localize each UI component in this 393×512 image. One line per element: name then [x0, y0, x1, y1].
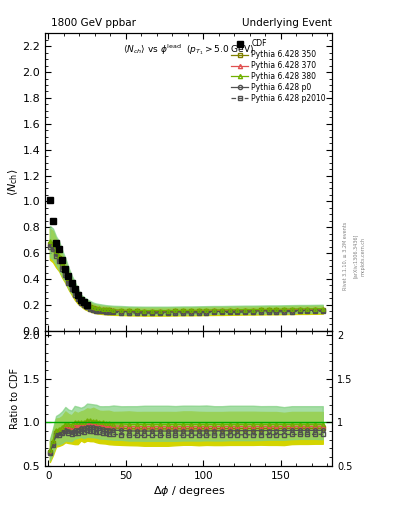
Legend: CDF, Pythia 6.428 350, Pythia 6.428 370, Pythia 6.428 380, Pythia 6.428 p0, Pyth: CDF, Pythia 6.428 350, Pythia 6.428 370,…: [229, 37, 328, 105]
Text: $\langle N_{ch}\rangle$ vs $\phi^{\rm lead}$  ($p_{T_1} > 5.0$ GeV): $\langle N_{ch}\rangle$ vs $\phi^{\rm le…: [123, 42, 254, 57]
Text: mcplots.cern.ch: mcplots.cern.ch: [360, 237, 365, 275]
Text: Underlying Event: Underlying Event: [242, 18, 332, 28]
Y-axis label: $\langle N_{\rm ch}\rangle$: $\langle N_{\rm ch}\rangle$: [6, 168, 20, 196]
Y-axis label: Ratio to CDF: Ratio to CDF: [10, 368, 20, 429]
Text: [arXiv:1306.3436]: [arXiv:1306.3436]: [353, 234, 358, 278]
Text: 1800 GeV ppbar: 1800 GeV ppbar: [51, 18, 136, 28]
X-axis label: $\Delta\phi$ / degrees: $\Delta\phi$ / degrees: [152, 483, 225, 498]
Text: Rivet 3.1.10, ≥ 3.2M events: Rivet 3.1.10, ≥ 3.2M events: [343, 222, 348, 290]
